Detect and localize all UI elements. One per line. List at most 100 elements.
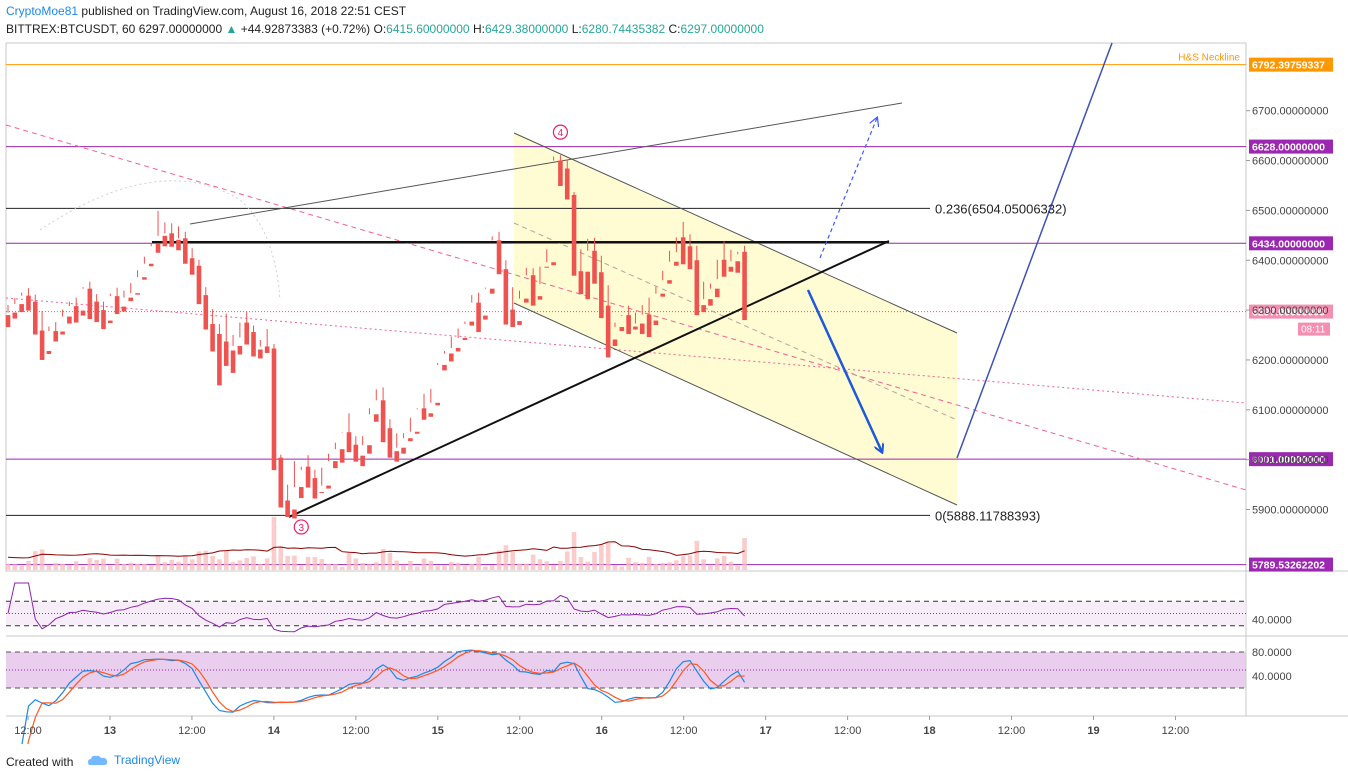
candle-body — [26, 295, 31, 311]
volume-bar — [414, 566, 420, 570]
volume-bar — [721, 555, 727, 570]
candle-body — [19, 304, 24, 313]
volume-bar — [401, 564, 406, 570]
candle-body — [237, 345, 243, 355]
time-tick-label-10: 12:00 — [834, 725, 862, 737]
volume-bar — [442, 565, 447, 570]
volume-bar — [455, 562, 461, 570]
candle-body — [148, 263, 154, 267]
price-chart[interactable]: 6792.39759337 H&S Neckline 6628.00000000 64… — [0, 0, 1348, 744]
high-value: 6429.38000000 — [484, 22, 569, 36]
volume-bar — [169, 559, 174, 570]
price-tick-label-8: 6700.00000000 — [1252, 106, 1328, 118]
volume-bar — [496, 550, 502, 570]
candle-body — [585, 271, 590, 300]
candle-body — [435, 402, 440, 406]
volume-bar — [558, 561, 563, 570]
volume-bar — [162, 562, 168, 570]
candle-body — [108, 320, 113, 324]
volume-bar — [728, 561, 734, 570]
candle-body — [503, 269, 509, 325]
volume-bar — [742, 537, 747, 570]
volume-bar — [5, 563, 11, 570]
candle-body — [394, 451, 400, 462]
author-link[interactable]: CryptoMoe81 — [6, 4, 79, 18]
volume-bar — [108, 565, 113, 570]
time-tick-label-2: 12:00 — [178, 725, 206, 737]
wedge-upper — [189, 102, 903, 225]
candle-body — [701, 305, 706, 313]
volume-bar — [667, 562, 672, 570]
volume-bar — [687, 555, 693, 570]
tradingview-link[interactable]: TradingView — [88, 753, 180, 767]
volume-bar — [578, 557, 584, 570]
candle-body — [223, 341, 229, 366]
volume-bar — [714, 558, 720, 570]
volume-bar — [230, 562, 236, 570]
volume-bar — [114, 558, 120, 570]
fib-label-1: 0(5888.11788393) — [935, 508, 1040, 523]
volume-bar — [67, 565, 72, 570]
candle-body — [367, 445, 372, 454]
candle-body — [87, 288, 93, 320]
candle-body — [244, 322, 249, 345]
volume-bar — [326, 563, 331, 570]
open-value: 6415.60000000 — [386, 22, 470, 36]
level-label-3: 6001.00000000 — [1252, 454, 1325, 466]
volume-bar — [360, 563, 365, 570]
wave-label-3: 3 — [298, 523, 304, 534]
candle-body — [189, 258, 195, 275]
candle-body — [271, 348, 277, 471]
candle-body — [162, 235, 168, 247]
candle-body — [73, 306, 79, 323]
candle-body — [517, 321, 522, 326]
candle-body — [326, 485, 331, 489]
candle-body — [264, 346, 270, 353]
volume-bar — [462, 565, 468, 570]
wave-label-4: 4 — [558, 128, 564, 139]
candle-body — [442, 364, 447, 371]
change-value: +44.92873383 (+0.72%) — [240, 22, 371, 36]
change-arrow-icon: ▲ — [225, 22, 238, 36]
price-tick-label-7: 6600.00000000 — [1252, 156, 1328, 168]
volume-bar — [298, 565, 304, 570]
volume-bar — [530, 554, 536, 570]
candle-body — [714, 288, 720, 298]
volume-bar — [367, 564, 372, 570]
stoch-tick-label-1: 40.0000 — [1252, 671, 1292, 683]
countdown-label: 08:11 — [1301, 325, 1326, 336]
stoch-band — [6, 652, 1246, 688]
volume-bar — [619, 566, 625, 570]
candle-body — [135, 293, 140, 295]
volume-bar — [176, 561, 181, 570]
candle-body — [155, 243, 161, 253]
volume-bar — [394, 560, 400, 570]
candle-body — [742, 251, 747, 321]
time-tick-label-14: 12:00 — [1162, 725, 1190, 737]
candle-body — [101, 310, 106, 330]
candle-body — [558, 160, 563, 186]
candle-body — [196, 265, 202, 305]
wave-circle-4 — [552, 124, 569, 140]
candle-body — [353, 444, 359, 462]
candle-body — [524, 298, 529, 303]
volume-bar — [387, 552, 393, 570]
volume-bar — [612, 565, 618, 570]
volume-bar — [605, 543, 611, 570]
ohlc-header: BITTREX:BTCUSDT, 60 6297.00000000 ▲ +44.… — [6, 22, 764, 36]
time-tick-label-7: 16 — [596, 725, 608, 737]
candle-body — [60, 331, 65, 335]
candle-body — [360, 455, 365, 467]
volume-bar — [80, 566, 86, 570]
time-tick-label-13: 19 — [1087, 725, 1099, 737]
volume-bar — [333, 564, 338, 570]
candle-body — [551, 262, 556, 266]
volume-bar — [278, 546, 284, 570]
last-price-label: 6297.00000000 — [1252, 307, 1325, 319]
candle-body — [339, 449, 345, 463]
candle-body — [46, 350, 52, 354]
symbol-label: BITTREX:BTCUSDT, 60 — [6, 22, 136, 36]
candle-body — [489, 288, 495, 294]
candle-body — [183, 238, 188, 264]
volume-bar — [12, 564, 18, 570]
